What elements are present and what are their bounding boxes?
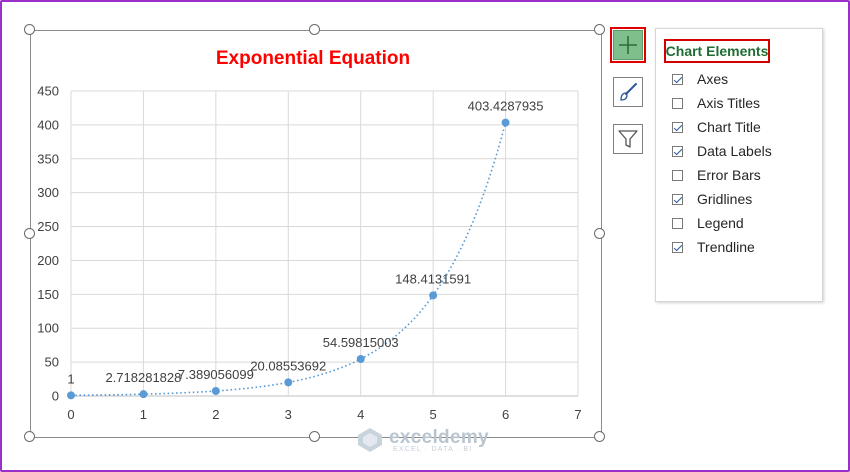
data-label[interactable]: 148.4131591 [395, 271, 471, 286]
y-tick-label: 250 [37, 219, 59, 234]
chart-element-chart-title[interactable]: Chart Title [672, 117, 761, 137]
panel-title: Chart Elements [664, 39, 770, 63]
resize-handle-middle-left[interactable] [24, 228, 35, 239]
resize-handle-top-middle[interactable] [309, 24, 320, 35]
resize-handle-top-left[interactable] [24, 24, 35, 35]
data-label[interactable]: 2.718281828 [105, 370, 181, 385]
chart-element-legend[interactable]: Legend [672, 213, 744, 233]
resize-handle-bottom-right[interactable] [594, 431, 605, 442]
plus-icon [619, 36, 637, 54]
x-tick-label: 6 [502, 407, 509, 422]
y-tick-label: 0 [52, 389, 59, 404]
chart-element-label: Legend [697, 215, 744, 231]
data-point[interactable] [67, 391, 75, 400]
checkbox[interactable] [672, 73, 683, 85]
data-label[interactable]: 7.389056099 [178, 367, 254, 382]
y-tick-label: 350 [37, 151, 59, 166]
x-tick-label: 1 [140, 407, 147, 422]
watermark: exceldemy EXCEL · DATA · BI [355, 426, 489, 454]
checkbox[interactable] [672, 241, 683, 253]
chart-styles-button[interactable] [613, 77, 643, 107]
chart-element-data-labels[interactable]: Data Labels [672, 141, 772, 161]
checkbox[interactable] [672, 169, 683, 181]
chart-element-label: Trendline [697, 239, 755, 255]
chart-element-label: Axis Titles [697, 95, 761, 111]
data-point[interactable] [211, 386, 220, 395]
y-tick-label: 200 [37, 253, 59, 268]
resize-handle-bottom-middle[interactable] [309, 431, 320, 442]
brush-icon [620, 83, 637, 101]
gridlines [70, 90, 579, 397]
chart-element-label: Chart Title [697, 119, 761, 135]
data-label[interactable]: 1 [67, 371, 74, 386]
checkbox[interactable] [672, 121, 683, 133]
data-point[interactable] [284, 378, 293, 387]
watermark-name: exceldemy [389, 427, 489, 448]
data-label[interactable]: 403.4287935 [468, 99, 544, 114]
chart-filters-button[interactable] [613, 124, 643, 154]
chart-elements-panel: Chart Elements Axes Axis Titles Chart Titl… [655, 28, 823, 302]
y-tick-label: 450 [37, 84, 59, 99]
chart-element-label: Error Bars [697, 167, 761, 183]
chart-element-label: Gridlines [697, 191, 753, 207]
checkbox[interactable] [672, 97, 683, 109]
y-tick-label: 300 [37, 185, 59, 200]
chart-element-error-bars[interactable]: Error Bars [672, 165, 761, 185]
y-tick-label: 50 [45, 355, 59, 370]
x-tick-label: 7 [574, 407, 581, 422]
y-tick-label: 150 [37, 287, 59, 302]
chart-element-trendline[interactable]: Trendline [672, 237, 755, 257]
x-tick-label: 2 [212, 407, 219, 422]
x-tick-label: 4 [357, 407, 364, 422]
data-points [67, 118, 510, 400]
resize-handle-middle-right[interactable] [594, 228, 605, 239]
checkbox[interactable] [672, 193, 683, 205]
chart-element-axis-titles[interactable]: Axis Titles [672, 93, 760, 113]
chart-element-axes[interactable]: Axes [672, 69, 728, 89]
chart-elements-button[interactable] [610, 27, 646, 63]
y-tick-label: 100 [37, 321, 59, 336]
resize-handle-top-right[interactable] [594, 24, 605, 35]
chart-title[interactable]: Exponential Equation [216, 48, 410, 69]
data-point[interactable] [139, 390, 148, 399]
chart-element-label: Axes [697, 71, 729, 87]
resize-handle-bottom-left[interactable] [24, 431, 35, 442]
data-label[interactable]: 20.08553692 [250, 358, 326, 373]
data-point[interactable] [429, 291, 438, 300]
watermark-tagline: EXCEL · DATA · BI [393, 446, 473, 453]
chart-element-label: Data Labels [697, 143, 772, 159]
data-point[interactable] [501, 118, 510, 127]
y-tick-label: 400 [37, 117, 59, 132]
chart-element-gridlines[interactable]: Gridlines [672, 189, 752, 209]
funnel-icon [618, 130, 638, 148]
data-label[interactable]: 54.59815003 [323, 335, 399, 350]
checkbox[interactable] [672, 145, 683, 157]
x-tick-label: 5 [430, 407, 437, 422]
data-point[interactable] [356, 354, 365, 363]
x-tick-label: 3 [285, 407, 292, 422]
checkbox[interactable] [672, 217, 683, 229]
x-tick-label: 0 [67, 407, 74, 422]
exceldemy-logo-icon [358, 428, 382, 452]
